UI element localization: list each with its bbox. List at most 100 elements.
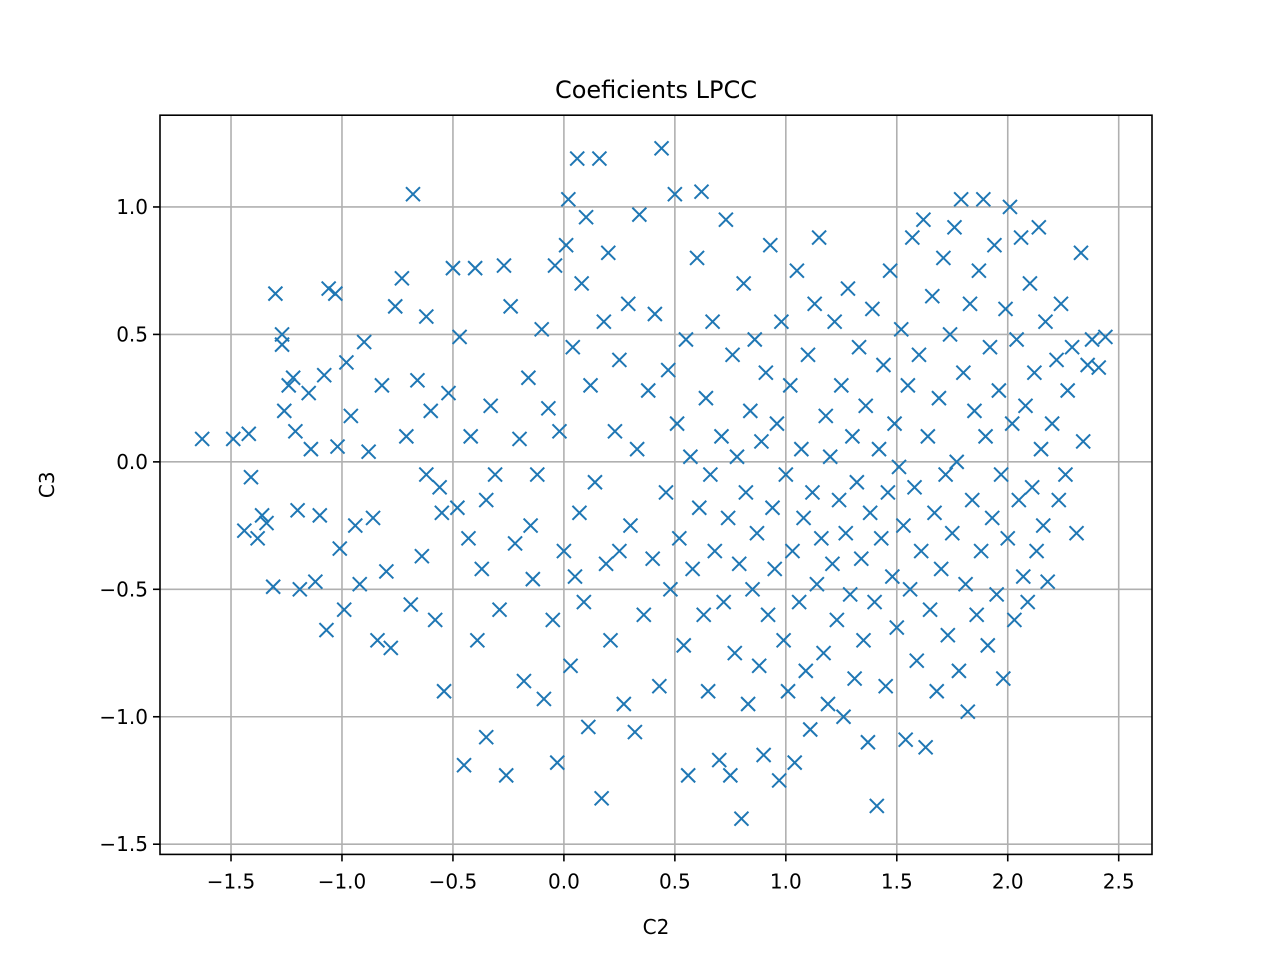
data-point xyxy=(935,250,952,266)
data-point xyxy=(1022,275,1038,292)
data-point xyxy=(1068,525,1085,541)
data-point xyxy=(711,752,727,768)
data-point xyxy=(1044,415,1060,432)
data-point xyxy=(926,505,943,521)
y-tick-label: 0.0 xyxy=(116,450,148,474)
data-point xyxy=(1073,245,1089,261)
data-point xyxy=(653,140,670,157)
data-point xyxy=(398,428,415,445)
data-point xyxy=(405,186,421,202)
data-point xyxy=(880,484,896,501)
data-point xyxy=(576,594,592,610)
data-point xyxy=(241,426,257,442)
data-point xyxy=(602,632,619,648)
data-point xyxy=(267,285,284,302)
data-point xyxy=(636,607,652,623)
data-point xyxy=(403,596,419,613)
data-point xyxy=(702,466,719,483)
data-point xyxy=(1015,568,1031,585)
data-point xyxy=(307,573,324,590)
data-point xyxy=(516,673,532,689)
data-point xyxy=(356,334,372,350)
data-point xyxy=(957,576,974,592)
data-point xyxy=(394,270,410,287)
data-point xyxy=(593,790,610,807)
data-point xyxy=(886,415,903,432)
data-point xyxy=(822,449,838,465)
data-point xyxy=(243,469,259,485)
data-point xyxy=(1024,479,1040,496)
data-point xyxy=(858,398,874,414)
x-tick-label: 0.5 xyxy=(659,869,691,893)
data-point xyxy=(751,658,767,674)
data-point xyxy=(451,329,468,345)
data-point xyxy=(620,296,636,312)
data-point xyxy=(456,757,472,773)
data-point xyxy=(977,428,994,445)
x-tick-label: −0.5 xyxy=(429,869,478,893)
y-tick-label: 0.5 xyxy=(116,322,148,346)
data-point xyxy=(258,515,275,531)
data-point xyxy=(414,548,430,564)
x-axis-label: C2 xyxy=(643,915,670,939)
data-point xyxy=(798,663,814,679)
data-point xyxy=(547,257,563,274)
data-point xyxy=(1048,352,1065,368)
data-point xyxy=(383,640,399,656)
data-point xyxy=(536,691,552,707)
data-point xyxy=(1031,219,1047,236)
y-axis-label: C3 xyxy=(35,471,59,498)
data-point xyxy=(793,441,810,457)
data-point xyxy=(520,370,537,386)
data-point xyxy=(933,561,949,577)
data-point xyxy=(838,525,854,541)
data-point xyxy=(960,703,976,720)
data-point xyxy=(991,382,1007,399)
data-point xyxy=(769,415,785,432)
data-point xyxy=(696,607,712,623)
data-point xyxy=(347,517,364,534)
data-point xyxy=(1057,466,1074,483)
data-point xyxy=(753,433,770,450)
data-point xyxy=(1011,492,1027,508)
data-point xyxy=(591,150,608,167)
data-point xyxy=(722,767,739,784)
data-point xyxy=(729,449,745,465)
data-point xyxy=(882,262,898,279)
data-point xyxy=(580,719,597,735)
data-point xyxy=(704,313,721,330)
data-point xyxy=(287,423,304,439)
data-point xyxy=(1020,594,1036,610)
data-point xyxy=(431,479,448,496)
data-point xyxy=(445,260,461,276)
data-point xyxy=(1091,359,1107,376)
data-point xyxy=(616,696,632,712)
data-point xyxy=(611,352,628,368)
data-point xyxy=(764,500,781,516)
data-point xyxy=(964,492,980,508)
data-point xyxy=(744,581,761,598)
data-point xyxy=(922,601,938,618)
data-point xyxy=(1051,492,1067,508)
data-point xyxy=(254,507,270,524)
data-point xyxy=(849,474,865,490)
data-point xyxy=(804,484,821,501)
data-point xyxy=(944,525,960,541)
data-point xyxy=(909,652,925,669)
data-point xyxy=(802,721,818,738)
data-point xyxy=(640,382,656,399)
data-point xyxy=(460,530,477,547)
data-point xyxy=(920,428,936,445)
data-point xyxy=(815,645,832,661)
data-point xyxy=(738,484,754,501)
data-point xyxy=(418,308,435,325)
data-point xyxy=(795,510,812,526)
data-point xyxy=(875,357,892,373)
data-point xyxy=(860,734,876,750)
x-tick-label: −1.5 xyxy=(207,869,256,893)
data-point xyxy=(915,212,932,228)
data-point xyxy=(806,296,823,312)
y-tick-label: −1.5 xyxy=(99,832,148,856)
data-point xyxy=(569,150,585,167)
